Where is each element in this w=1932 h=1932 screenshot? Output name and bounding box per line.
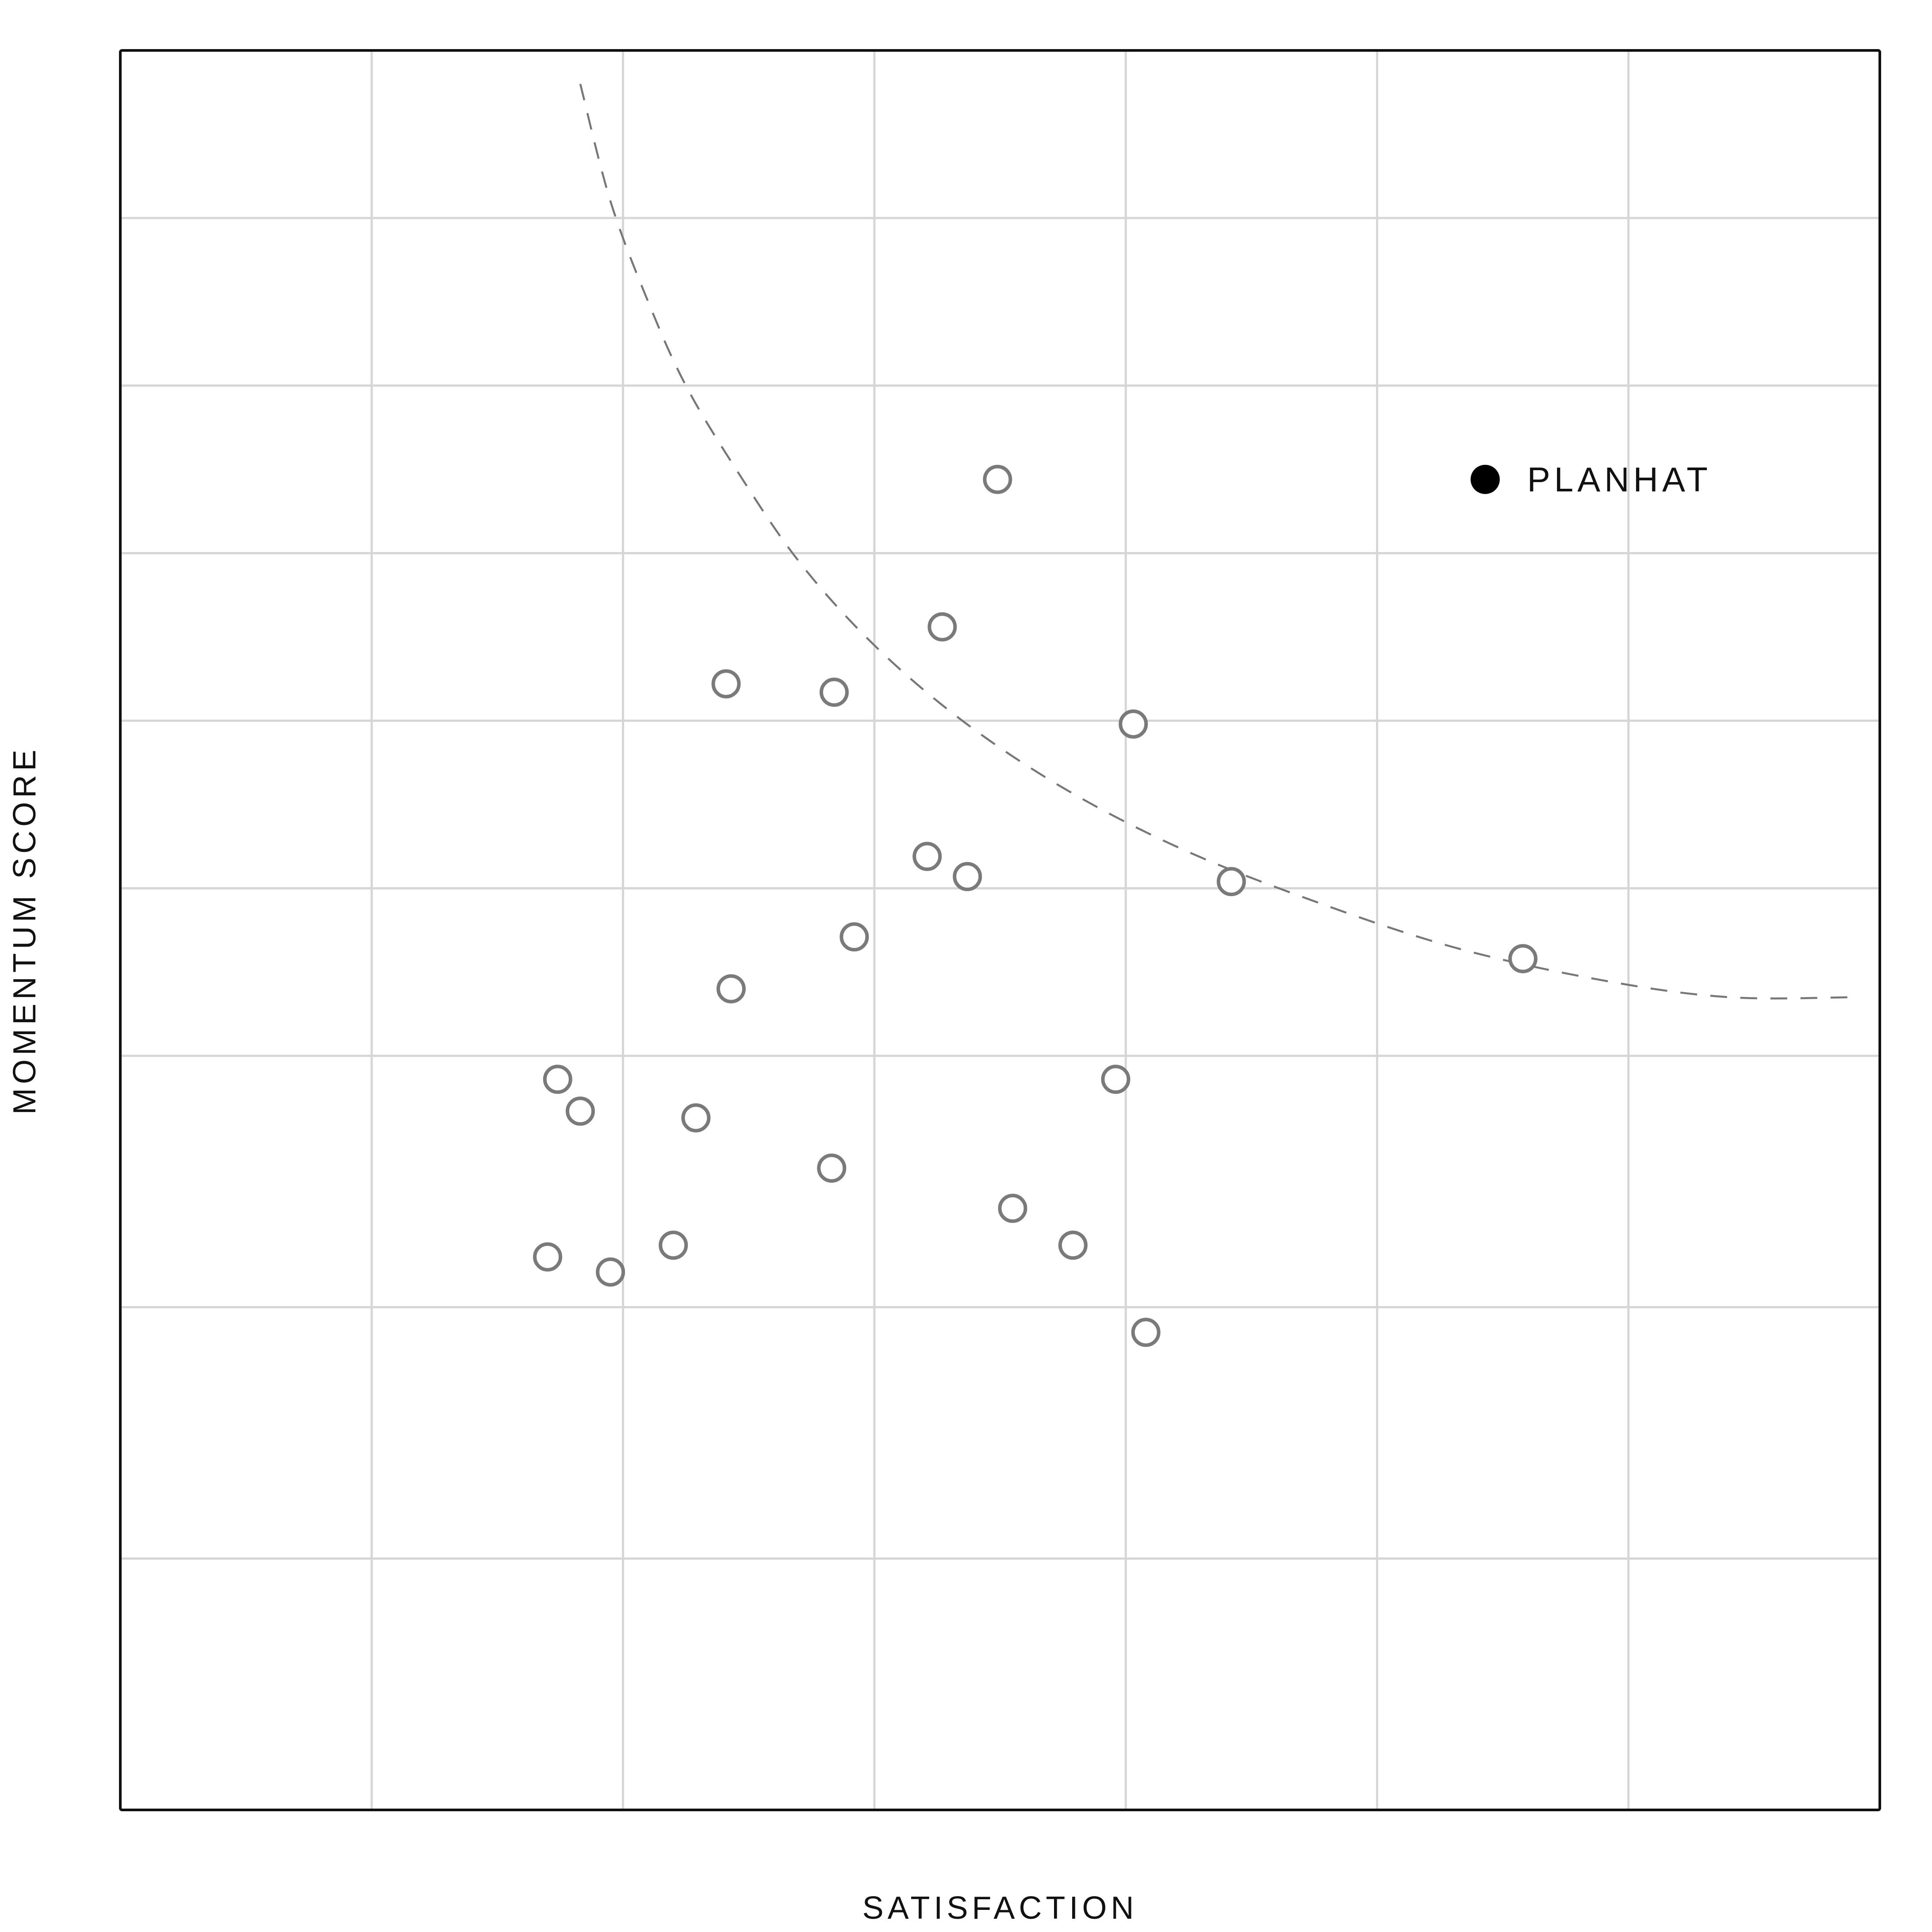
data-point [681, 1103, 711, 1133]
data-point [1131, 1318, 1161, 1347]
data-point [1101, 1065, 1131, 1094]
data-point [840, 922, 869, 952]
highlight-point [1470, 464, 1500, 494]
highlight-label-layer: PLANHAT [1527, 460, 1712, 499]
data-point [983, 464, 1012, 494]
data-point [953, 862, 982, 891]
trend-curve-layer [579, 84, 1855, 1000]
data-point [716, 974, 746, 1004]
data-point [596, 1257, 625, 1287]
data-point [1058, 1230, 1088, 1260]
data-point [998, 1193, 1027, 1223]
data-point [817, 1153, 847, 1183]
data-point [1216, 867, 1246, 897]
y-axis-label: MOMENTUM SCORE [7, 746, 42, 1115]
data-point [543, 1065, 572, 1094]
data-point [912, 842, 942, 871]
data-point [819, 678, 849, 707]
data-point [533, 1242, 563, 1272]
data-point [1119, 709, 1148, 739]
x-axis-label: SATISFACTION [862, 1890, 1138, 1926]
data-point [659, 1230, 688, 1260]
data-point [928, 612, 957, 642]
grid-lines [120, 50, 1880, 1810]
data-point [565, 1096, 595, 1126]
data-point [1508, 944, 1538, 974]
data-point [711, 669, 741, 699]
plot-frame [119, 49, 1881, 1811]
trend-curve [579, 84, 1855, 1000]
highlight-point-label: PLANHAT [1527, 460, 1712, 499]
data-points [533, 464, 1538, 1347]
